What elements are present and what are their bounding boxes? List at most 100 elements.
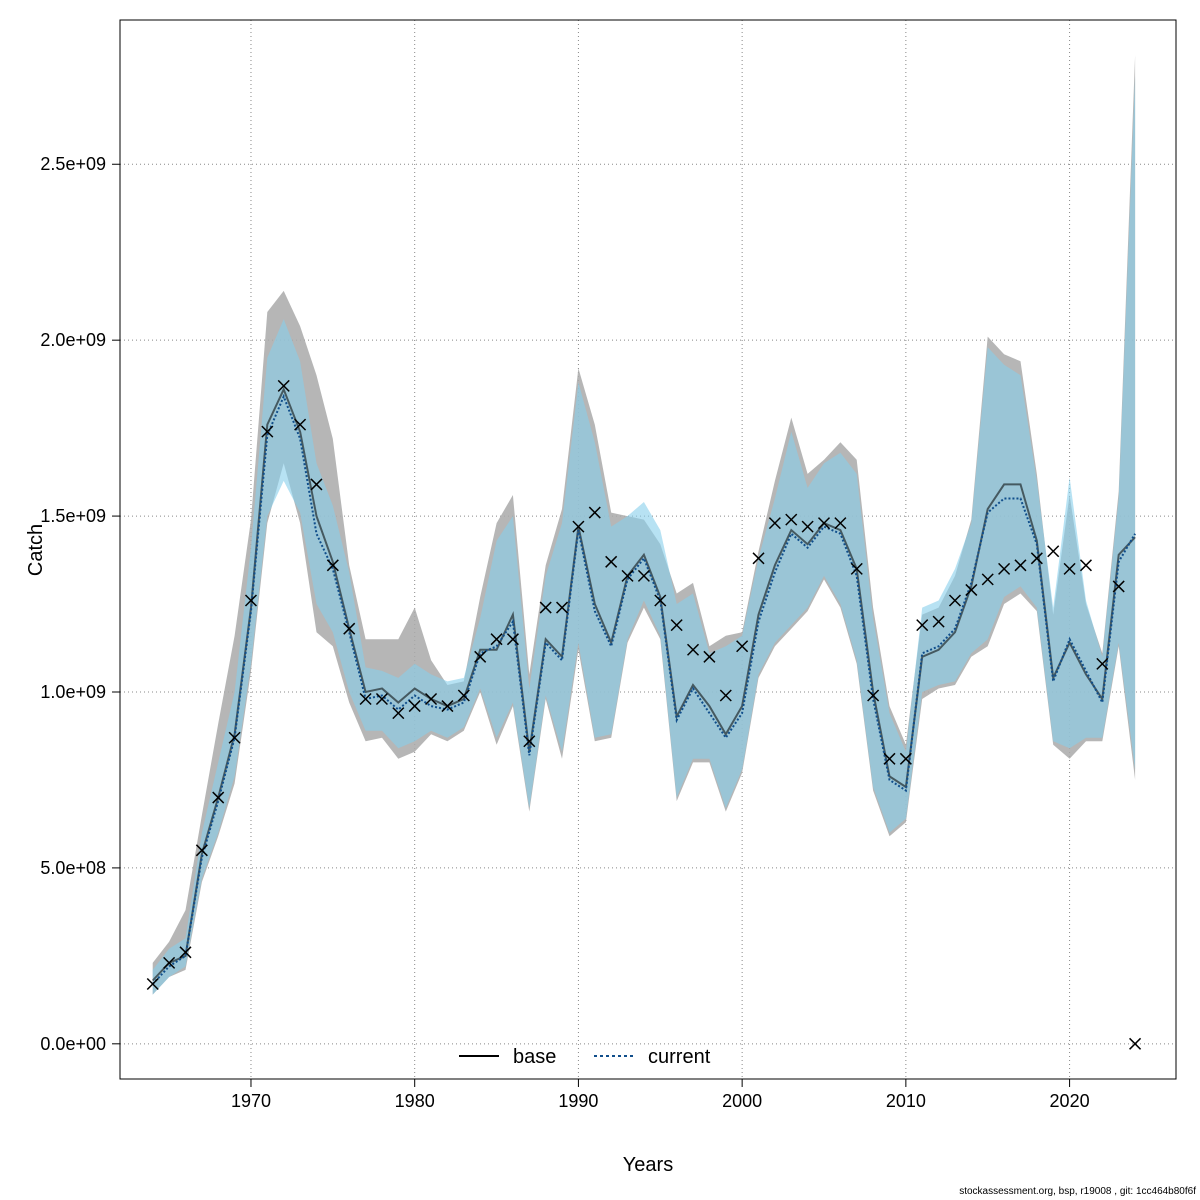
observed-point-1978 [375,692,388,706]
observed-point-stroke-b [686,643,700,656]
observed-point-stroke-b [801,520,814,533]
observed-point-2002 [768,517,781,530]
observed-point-stroke-b [768,517,781,530]
footer-credit: stockassessment.org, bsp, r19008 , git: … [959,1186,1196,1197]
observed-point-stroke-b [556,601,569,614]
observed-point-stroke-b [621,569,634,582]
observed-point-2014 [965,583,978,596]
observed-point-1999 [719,689,732,702]
observed-point-stroke-b [179,946,192,959]
observed-point-stroke-b [736,640,749,653]
observed-point-1989 [556,601,569,614]
x-tick-label-1970: 1970 [231,1091,271,1111]
x-tick-label-1980: 1980 [395,1091,435,1111]
observed-point-stroke-b [490,633,503,646]
observed-point-1974 [310,478,323,491]
observed-point-stroke-b [1129,1037,1142,1050]
observed-point-stroke-b [523,735,536,748]
observed-point-stroke-b [867,689,880,702]
observed-point-stroke-b [605,555,618,568]
observed-point-stroke-b [948,594,962,607]
observed-point-2022 [1096,657,1109,670]
observed-point-stroke-b [965,583,978,596]
observed-point-stroke-b [146,977,159,991]
observed-point-stroke-b [1014,559,1027,572]
observed-point-stroke-b [752,552,765,565]
observed-point-stroke-b [883,752,896,765]
observed-point-2012 [932,615,945,628]
x-tick-label-2020: 2020 [1050,1091,1090,1111]
observed-point-stroke-b [244,594,258,607]
observed-point-1969 [228,731,241,744]
observed-point-2008 [867,689,880,702]
observed-point-1970 [244,594,258,607]
observed-point-stroke-b [850,562,863,575]
legend-current-label: current [648,1046,711,1068]
y-tick-label-3: 1.5e+09 [40,506,106,526]
series-lines [151,386,1136,985]
observed-point-stroke-b [719,689,732,702]
observed-point-1983 [457,689,470,702]
y-axis-title: Catch [25,524,47,576]
observed-point-1968 [212,791,225,804]
observed-point-1991 [588,506,601,519]
observed-point-2006 [834,517,847,530]
band-current [152,76,1136,995]
observed-point-stroke-b [277,379,290,392]
observed-point-2007 [850,562,863,575]
observed-point-stroke-b [834,517,847,530]
confidence-bands [152,55,1136,995]
x-tick-label-2000: 2000 [722,1091,762,1111]
observed-point-stroke-b [375,692,388,706]
observed-point-1986 [506,633,519,646]
observed-point-2016 [998,562,1011,575]
observed-point-1993 [621,569,634,582]
observed-point-stroke-b [1079,559,1092,572]
x-axis-title: Years [623,1154,673,1176]
observed-point-stroke-b [326,559,339,572]
observed-point-stroke-b [392,707,405,720]
observed-point-1971 [261,425,274,438]
observed-point-2024 [1129,1037,1142,1050]
observed-point-stroke-b [441,700,454,713]
observed-point-stroke-b [294,418,307,431]
observed-point-2009 [883,752,896,765]
observed-point-1976 [343,622,356,635]
observed-point-2021 [1079,559,1092,572]
observed-point-2015 [981,573,994,586]
observed-point-stroke-b [506,633,519,646]
observed-point-stroke-b [1063,562,1076,575]
observed-point-2018 [1030,552,1043,565]
observed-point-stroke-b [637,569,650,582]
observed-point-1981 [425,692,438,706]
observed-point-1982 [441,700,454,713]
observed-point-1997 [686,643,700,656]
observed-point-2003 [785,513,798,526]
observed-point-stroke-b [916,619,929,632]
observed-point-stroke-b [670,619,683,632]
y-tick-label-4: 2.0e+09 [40,330,106,350]
observed-point-1987 [523,735,536,748]
legend-base-label: base [513,1046,556,1068]
observed-point-stroke-b [817,517,831,530]
observed-point-stroke-b [588,506,601,519]
observed-point-1994 [637,569,650,582]
x-tick-label-2010: 2010 [886,1091,926,1111]
y-axis: 0.0e+00 5.0e+08 1.0e+09 1.5e+09 2.0e+09 2.5e+… [40,154,120,1054]
observed-point-1973 [294,418,307,431]
observed-point-2020 [1063,562,1076,575]
observed-point-stroke-b [425,692,438,706]
observed-point-1967 [195,844,208,857]
observed-point-stroke-b [343,622,356,635]
observed-point-1985 [490,633,503,646]
plot-frame [119,19,1177,1080]
observed-point-stroke-b [359,692,372,706]
observed-point-2013 [948,594,962,607]
observed-point-1965 [163,956,176,969]
observed-point-stroke-b [1047,545,1060,558]
observed-point-1984 [474,650,487,663]
y-tick-label-5: 2.5e+09 [40,154,106,174]
x-tick-label-1990: 1990 [558,1091,598,1111]
observed-point-stroke-b [457,689,470,702]
